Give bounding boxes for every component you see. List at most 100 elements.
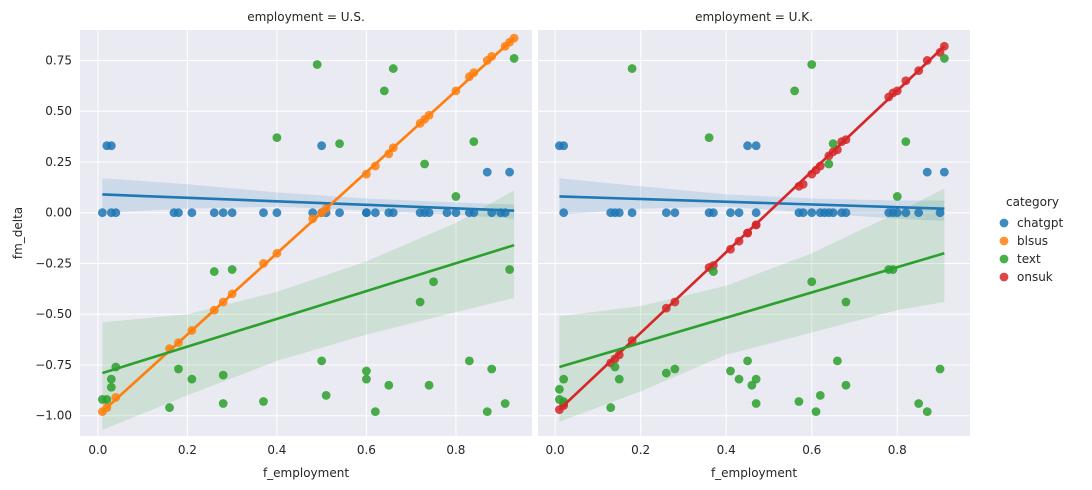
point-blsus xyxy=(384,149,394,159)
point-chatgpt xyxy=(218,208,228,218)
point-chatgpt xyxy=(798,208,808,218)
point-text xyxy=(922,407,932,417)
point-chatgpt xyxy=(209,208,219,218)
point-text xyxy=(335,139,344,149)
point-chatgpt xyxy=(939,167,949,177)
y-tick-label: 0.00 xyxy=(45,206,72,220)
point-chatgpt xyxy=(751,141,761,151)
fit-line-text xyxy=(101,243,515,375)
point-text xyxy=(106,382,116,392)
panel-title-us: employment = U.S. xyxy=(247,10,365,24)
point-text xyxy=(606,403,616,412)
y-axis-label: fm_delta xyxy=(11,207,25,259)
fit-line-text xyxy=(559,252,945,369)
legend-marker-chatgpt xyxy=(999,218,1009,228)
point-chatgpt xyxy=(935,208,945,218)
x-tick-label: 0.4 xyxy=(267,443,286,457)
point-text xyxy=(321,391,331,400)
point-chatgpt xyxy=(922,167,932,177)
point-text xyxy=(743,356,752,366)
x-tick-label: 0.6 xyxy=(357,443,376,457)
point-text xyxy=(841,380,851,390)
point-text xyxy=(187,374,197,384)
point-chatgpt xyxy=(670,208,680,218)
point-chatgpt xyxy=(335,208,344,218)
legend-title: category xyxy=(1006,195,1059,209)
point-text xyxy=(807,277,817,287)
point-text xyxy=(487,364,497,374)
plot-area-uk xyxy=(538,30,970,436)
point-text xyxy=(415,297,425,307)
point-text xyxy=(627,64,637,73)
point-text xyxy=(165,403,174,412)
point-text xyxy=(218,370,228,380)
point-text xyxy=(610,362,620,372)
legend-marker-text xyxy=(999,254,1009,264)
panel-title-uk: employment = U.K. xyxy=(695,10,813,24)
point-text xyxy=(811,407,821,417)
point-blsus xyxy=(370,161,380,171)
point-chatgpt xyxy=(559,208,569,218)
point-text xyxy=(505,265,515,274)
point-text xyxy=(174,364,183,374)
point-chatgpt xyxy=(174,208,183,218)
point-text xyxy=(901,137,911,147)
point-blsus xyxy=(469,68,479,78)
point-text xyxy=(554,384,564,394)
point-blsus xyxy=(487,51,497,61)
legend-label-chatgpt: chatgpt xyxy=(1017,216,1063,230)
gridlines-uk xyxy=(538,30,970,436)
point-chatgpt xyxy=(627,208,637,218)
point-text xyxy=(751,399,761,408)
y-tick-label: 0.50 xyxy=(45,104,72,118)
point-chatgpt xyxy=(442,208,452,218)
point-text xyxy=(790,86,800,96)
point-text xyxy=(708,267,718,276)
point-text xyxy=(815,391,825,400)
point-text xyxy=(794,397,804,406)
point-text xyxy=(312,60,322,69)
point-text xyxy=(500,399,510,408)
point-text xyxy=(747,380,757,390)
point-chatgpt xyxy=(807,208,817,218)
point-chatgpt xyxy=(388,208,398,218)
point-text xyxy=(218,399,228,408)
point-text xyxy=(914,399,924,408)
point-text xyxy=(209,267,219,276)
x-tick-label: 0.0 xyxy=(546,443,565,457)
point-chatgpt xyxy=(901,208,911,218)
point-text xyxy=(670,364,680,374)
point-text xyxy=(362,366,371,376)
y-tick-label: 0.25 xyxy=(45,155,72,169)
point-text xyxy=(661,368,671,378)
point-blsus xyxy=(362,169,371,179)
point-blsus xyxy=(308,214,318,224)
x-tick-label: 0.8 xyxy=(446,443,465,457)
point-onsuk xyxy=(922,56,932,65)
point-text xyxy=(751,374,761,384)
point-text xyxy=(379,86,389,96)
point-text xyxy=(734,374,744,384)
point-text xyxy=(704,133,714,142)
point-chatgpt xyxy=(272,208,282,218)
point-chatgpt xyxy=(828,208,838,218)
point-text xyxy=(828,139,838,149)
legend-label-text: text xyxy=(1017,252,1041,266)
point-blsus xyxy=(259,259,268,268)
point-chatgpt xyxy=(841,208,851,218)
y-tick-label: −0.25 xyxy=(35,256,72,270)
point-text xyxy=(833,356,842,366)
panel-us: 0.0 0.2 0.4 0.6 0.8 −1.00 −0.75 −0.50 −0.25 0.00 0… xyxy=(35,10,532,480)
point-chatgpt xyxy=(482,167,492,177)
point-chatgpt xyxy=(751,208,761,218)
y-tick-label: −0.50 xyxy=(35,307,72,321)
plot-area-us xyxy=(80,30,532,436)
point-chatgpt xyxy=(726,208,735,218)
point-chatgpt xyxy=(111,208,121,218)
point-text xyxy=(892,192,902,201)
point-chatgpt xyxy=(469,208,479,218)
fit-line-blsus xyxy=(101,37,515,413)
point-text xyxy=(102,395,112,404)
point-text xyxy=(272,133,282,142)
